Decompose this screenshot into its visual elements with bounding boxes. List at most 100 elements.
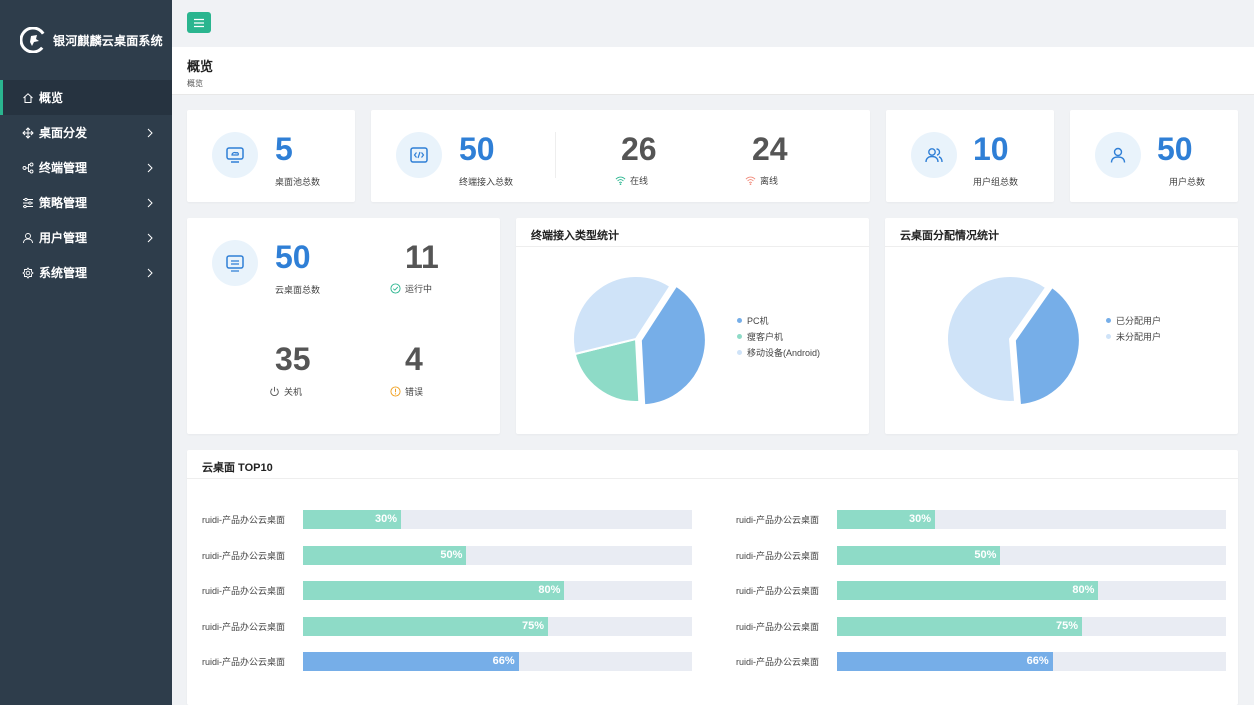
desktop-status-card: 50 云桌面总数 11 运行中 35 关机 4 错误 — [187, 218, 500, 434]
terminal-type-pie — [572, 275, 707, 407]
topbar — [172, 0, 1254, 47]
sidebar-item-distribute[interactable]: 桌面分发 — [0, 115, 172, 150]
pie-slice[interactable] — [572, 275, 672, 356]
top10-bar: 66% — [837, 652, 1053, 672]
sidebar-item-policy[interactable]: 策略管理 — [0, 185, 172, 220]
top10-bar: 80% — [303, 581, 565, 601]
stat-card-pool: 5 桌面池总数 — [187, 110, 355, 202]
sidebar-item-terminal[interactable]: 终端管理 — [0, 150, 172, 185]
wifi-offline-icon — [745, 176, 756, 185]
top10-row[interactable]: ruidi-产品办公云桌面 75% — [202, 609, 692, 645]
sidebar-item-system[interactable]: 系统管理 — [0, 255, 172, 290]
home-icon — [22, 92, 34, 104]
top10-bar-value: 30% — [374, 513, 398, 526]
legend-dot — [1106, 317, 1111, 323]
top10-row[interactable]: ruidi-产品办公云桌面 66% — [736, 644, 1226, 680]
allocation-chart-card: 云桌面分配情况统计 已分配用户未分配用户 — [885, 218, 1238, 434]
chevron-right-icon — [147, 233, 153, 242]
legend-label: PC机 — [747, 315, 769, 326]
top10-bar: 30% — [837, 510, 936, 530]
divider — [516, 246, 869, 247]
pie-slice[interactable] — [573, 337, 641, 403]
users-icon — [911, 132, 957, 178]
pool-label: 桌面池总数 — [275, 177, 321, 187]
menu-toggle-button[interactable] — [187, 12, 211, 33]
top10-row[interactable]: ruidi-产品办公云桌面 80% — [736, 573, 1226, 609]
top10-bar-value: 66% — [492, 655, 515, 668]
top10-row[interactable]: ruidi-产品办公云桌面 66% — [202, 644, 692, 680]
sidebar-item-users[interactable]: 用户管理 — [0, 220, 172, 255]
top10-bar-value: 80% — [1072, 584, 1095, 597]
policy-icon — [22, 197, 34, 209]
legend-item[interactable]: 未分配用户 — [1106, 328, 1161, 344]
top10-bar-track: 50% — [303, 545, 692, 565]
app-title: 银河麒麟云桌面系统 — [53, 33, 163, 48]
error-count: 4 — [405, 341, 423, 377]
legend-item[interactable]: 已分配用户 — [1106, 312, 1161, 328]
pie-slice[interactable] — [946, 275, 1048, 403]
top10-row-label: ruidi-产品办公云桌面 — [202, 586, 286, 597]
top10-bar-value: 80% — [538, 584, 561, 597]
top10-bar: 75% — [303, 616, 549, 636]
online-count: 26 — [621, 131, 657, 167]
sidebar: 银河麒麟云桌面系统 概览 桌面分发 终端管理 策略管理 用户管理 — [0, 0, 172, 705]
sidebar-nav: 概览 桌面分发 终端管理 策略管理 用户管理 系统管理 — [0, 80, 172, 290]
chevron-right-icon — [147, 198, 153, 207]
top10-row-label: ruidi-产品办公云桌面 — [202, 657, 286, 668]
off-label: 关机 — [284, 387, 303, 397]
online-label: 在线 — [630, 176, 649, 186]
allocation-chart-title: 云桌面分配情况统计 — [900, 230, 999, 242]
legend-label: 未分配用户 — [1116, 331, 1162, 342]
group-label: 用户组总数 — [973, 177, 1019, 187]
divider — [885, 246, 1238, 247]
sidebar-item-overview[interactable]: 概览 — [0, 80, 172, 115]
error-label: 错误 — [405, 387, 424, 397]
top10-bar: 50% — [303, 545, 467, 565]
legend-dot — [737, 349, 742, 355]
allocation-pie — [946, 275, 1081, 407]
top10-bar-value: 50% — [440, 548, 463, 561]
legend-item[interactable]: 移动设备(Android) — [737, 344, 820, 360]
divider — [555, 132, 556, 178]
pie-slice[interactable] — [1013, 285, 1081, 407]
top10-row[interactable]: ruidi-产品办公云桌面 50% — [202, 538, 692, 574]
top10-bar-value: 50% — [974, 548, 997, 561]
top10-title: 云桌面 TOP10 — [202, 462, 273, 474]
logo-icon — [20, 27, 46, 53]
power-icon — [270, 386, 279, 397]
top10-row[interactable]: ruidi-产品办公云桌面 80% — [202, 573, 692, 609]
legend-item[interactable]: 瘦客户机 — [737, 328, 820, 344]
top10-row[interactable]: ruidi-产品办公云桌面 75% — [736, 609, 1226, 645]
sidebar-item-label: 概览 — [39, 91, 64, 105]
pool-count: 5 — [275, 131, 293, 167]
allocation-legend: 已分配用户未分配用户 — [1106, 312, 1161, 344]
top10-row-label: ruidi-产品办公云桌面 — [202, 515, 286, 526]
top10-row-label: ruidi-产品办公云桌面 — [202, 621, 286, 632]
legend-dot — [737, 317, 742, 323]
legend-label: 瘦客户机 — [747, 331, 784, 342]
gear-icon — [22, 266, 34, 279]
top10-row[interactable]: ruidi-产品办公云桌面 50% — [736, 538, 1226, 574]
legend-item[interactable]: PC机 — [737, 312, 820, 328]
top10-bar-track: 50% — [837, 545, 1226, 565]
user-icon — [1095, 132, 1141, 178]
top10-row[interactable]: ruidi-产品办公云桌面 30% — [202, 502, 692, 538]
top10-bar-track: 75% — [837, 616, 1226, 636]
top10-bar: 66% — [303, 652, 519, 672]
user-icon — [22, 232, 34, 244]
group-count: 10 — [973, 131, 1009, 167]
pie-slice[interactable] — [639, 284, 707, 407]
off-status: 关机 — [269, 385, 302, 398]
offline-count: 24 — [752, 131, 788, 167]
top10-row-label: ruidi-产品办公云桌面 — [736, 550, 820, 561]
terminal-type-chart-card: 终端接入类型统计 PC机瘦客户机移动设备(Android) — [516, 218, 869, 434]
terminal-type-chart-title: 终端接入类型统计 — [531, 230, 619, 242]
terminal-label: 终端接入总数 — [459, 177, 514, 187]
top10-bar-value: 75% — [522, 619, 545, 632]
top10-bar: 50% — [837, 545, 1001, 565]
top10-bar-track: 66% — [303, 652, 692, 672]
desktop-pool-icon — [212, 132, 258, 178]
chevron-right-icon — [147, 268, 153, 277]
top10-row[interactable]: ruidi-产品办公云桌面 30% — [736, 502, 1226, 538]
warning-icon — [390, 386, 401, 397]
